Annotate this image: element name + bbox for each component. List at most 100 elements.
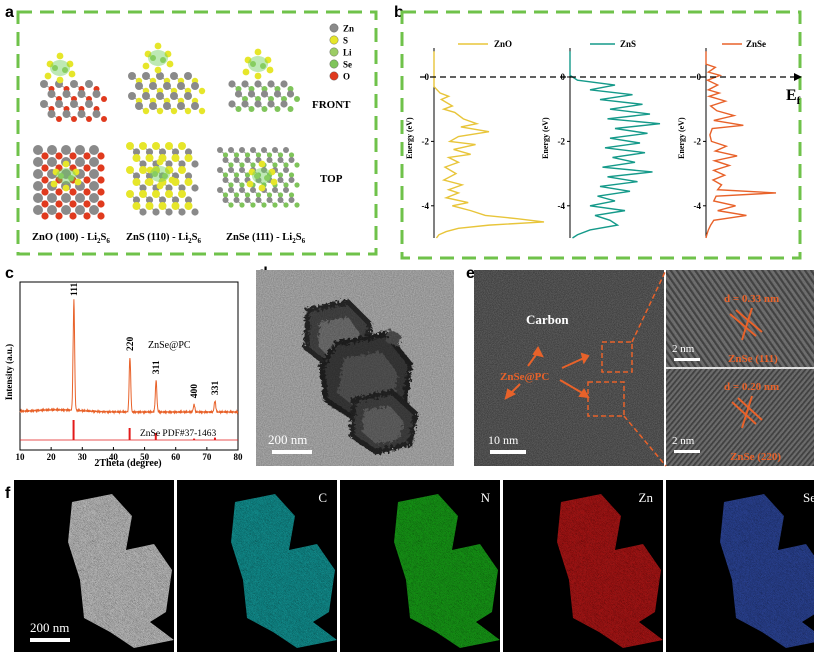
atom <box>178 208 186 216</box>
li-atom <box>52 65 58 71</box>
xrd-tick-label: 40 <box>109 452 119 462</box>
atom <box>178 142 186 150</box>
atom <box>266 197 273 203</box>
xrd-peak-label: 220 <box>126 337 136 352</box>
atom <box>75 205 85 215</box>
atom <box>228 100 236 108</box>
atom <box>132 178 141 186</box>
atom <box>254 80 262 88</box>
s-atom <box>46 60 54 68</box>
atom <box>266 157 273 163</box>
s-atom <box>66 60 74 68</box>
zno-front-structure <box>40 52 107 122</box>
atom <box>62 90 71 98</box>
atom <box>261 86 268 92</box>
atom <box>294 162 300 168</box>
atom <box>142 92 150 100</box>
atom <box>97 152 105 160</box>
xrd-tick-label: 10 <box>16 452 26 462</box>
caption-zns: ZnS (110) - Li2S6 <box>126 232 201 245</box>
li-atom <box>264 175 270 181</box>
atom <box>222 197 229 203</box>
s-atom <box>144 50 152 58</box>
atom <box>261 167 267 173</box>
atom <box>171 148 180 156</box>
atom <box>267 100 275 108</box>
xrd-tick-label: 60 <box>171 452 181 462</box>
li-atom <box>162 173 168 179</box>
s-atom <box>246 180 254 188</box>
zoom-scale-text-1: 2 nm <box>672 343 695 355</box>
atom <box>260 90 269 98</box>
atom <box>274 86 281 92</box>
xrd-xlabel: 2Theta (degree) <box>94 458 161 469</box>
atom <box>233 157 240 163</box>
xrd-peak-label: 311 <box>152 360 162 374</box>
atom <box>101 116 107 122</box>
atom <box>277 192 284 198</box>
atom <box>234 90 243 98</box>
eds-element-label: C <box>318 490 327 505</box>
atom <box>255 152 262 158</box>
atom <box>83 164 91 172</box>
xrd-sample-label: ZnSe@PC <box>148 340 191 351</box>
atom <box>233 197 240 203</box>
atom <box>277 157 284 163</box>
dos-tick-label: -2 <box>558 136 566 146</box>
caption-zno: ZnO (100) - Li2S6 <box>32 232 110 245</box>
atom <box>55 152 63 160</box>
atom <box>89 169 99 179</box>
atom <box>222 157 229 163</box>
znse-pc-label: ZnSe@PC <box>500 371 549 383</box>
zoom-line-2 <box>623 415 667 467</box>
panel-e: e Carbon ZnSe@PC 10 nm d = 0.33 nm d = 0… <box>466 265 814 467</box>
dos-ylabel: Energy (eV) <box>405 117 414 159</box>
xrd-tick-label: 50 <box>140 452 150 462</box>
atom <box>128 72 136 80</box>
plane-111-label: ZnSe (111) <box>728 353 778 365</box>
atom <box>244 197 251 203</box>
dos-ylabel: Energy (eV) <box>677 117 686 159</box>
atom <box>47 193 57 203</box>
atom <box>170 72 178 80</box>
atom <box>241 100 249 108</box>
atom <box>33 181 43 191</box>
roi-box-2 <box>587 381 625 417</box>
atom <box>274 106 281 112</box>
dos-legend-zns: ZnS <box>620 39 636 49</box>
atom <box>171 154 180 162</box>
dos-tick-label: -2 <box>694 136 702 146</box>
atom <box>139 142 147 150</box>
li-atom <box>150 55 156 61</box>
eds-map-haadf <box>14 480 174 652</box>
atom <box>126 190 134 198</box>
atom <box>89 205 99 215</box>
atom <box>142 107 150 115</box>
atom <box>241 80 249 88</box>
zno-top-structure <box>33 145 105 220</box>
s-atom <box>258 184 266 192</box>
dos-curve-zns <box>569 51 661 239</box>
atom <box>92 110 101 118</box>
charge-density <box>150 166 170 182</box>
atom <box>272 187 278 193</box>
panel-a-label: a <box>5 4 14 21</box>
atom <box>165 208 173 216</box>
li-atom <box>160 57 166 63</box>
atom <box>69 152 77 160</box>
s-atom <box>258 160 266 168</box>
atom <box>69 200 77 208</box>
atom <box>261 202 267 208</box>
dos-tick-label: -2 <box>422 136 430 146</box>
legend-atom-li <box>329 47 339 57</box>
atom <box>145 196 154 204</box>
atom <box>55 200 63 208</box>
atom <box>261 106 268 112</box>
dos-legend-znse: ZnSe <box>746 39 766 49</box>
xrd-ref-label: ZnSe PDF#37-1463 <box>140 429 217 439</box>
atom <box>47 90 56 98</box>
atom <box>85 80 93 88</box>
xrd-peak-label: 400 <box>190 384 200 399</box>
atom <box>283 187 289 193</box>
atom <box>228 80 236 88</box>
